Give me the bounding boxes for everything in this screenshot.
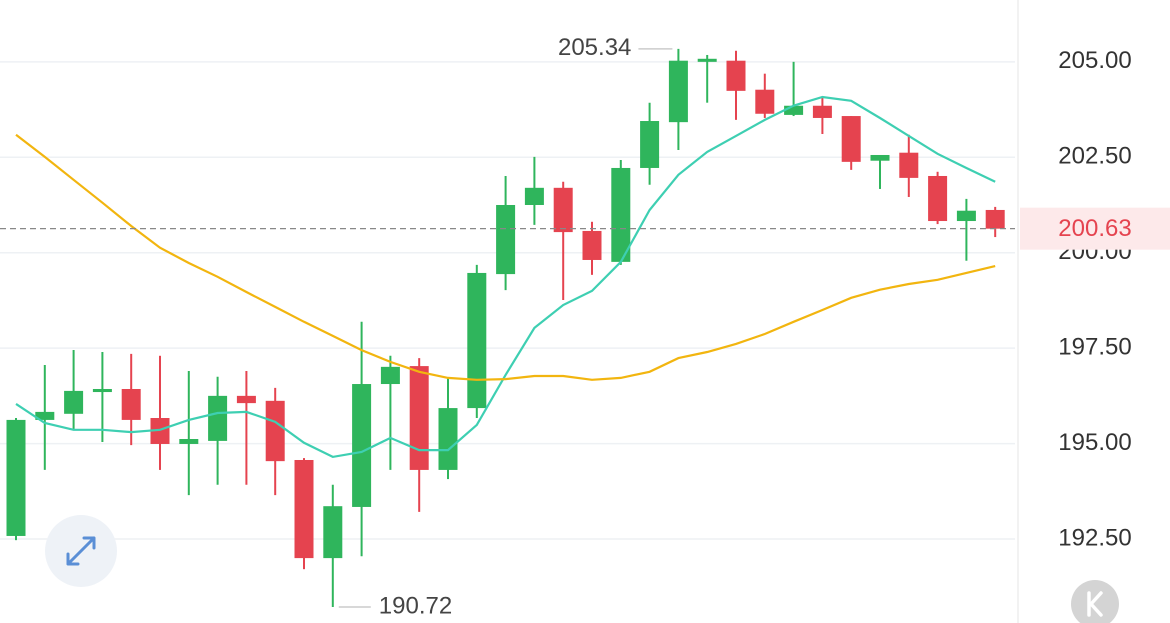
candle-body [870,154,890,161]
y-tick-label: 192.50 [1058,524,1131,551]
candle-body [611,167,631,262]
candle-body [409,366,429,470]
candle-body [179,439,199,444]
candle-body [784,105,804,115]
candle-body [956,210,976,222]
candle-body [899,152,919,178]
candle-body [928,175,948,222]
candle-body [121,388,141,420]
candle-body [524,187,544,205]
candle-body [582,230,602,260]
candle-body [985,209,1005,229]
expand-button[interactable] [45,515,117,587]
candle-body [640,121,660,168]
candle-body [841,116,861,162]
candle-body [553,187,573,233]
candle-body [294,459,314,559]
candle-body [92,388,112,393]
high-label: 205.34 [558,34,631,61]
candle-body [812,105,832,118]
y-tick-label: 205.00 [1058,47,1131,74]
candle-body [438,408,458,470]
last-price-label: 200.63 [1058,215,1131,242]
y-tick-label: 197.50 [1058,333,1131,360]
candle-body [323,506,343,559]
k-icon [1087,591,1103,617]
candle-body [6,419,26,536]
last-price-tag-bg [1020,207,1170,250]
candle-body [726,60,746,91]
candle-body [380,366,400,385]
candle-body [467,272,487,409]
low-label: 190.72 [379,592,452,619]
moving-average-line [15,95,996,459]
candle-body [697,58,717,62]
candle-body [64,390,84,414]
y-tick-label: 195.00 [1058,429,1131,456]
candle-body [150,418,170,444]
y-tick-label: 202.50 [1058,143,1131,170]
candle-body [236,395,256,404]
moving-average-line [15,133,996,381]
candle-body [496,204,516,275]
k-button[interactable] [1071,580,1119,623]
candle-body [208,395,228,441]
candle-body [35,411,55,420]
candle-body [668,60,688,123]
candle-body [755,89,775,114]
candle-body [265,400,285,462]
expand-icon [66,536,96,566]
candle-body [352,384,372,507]
